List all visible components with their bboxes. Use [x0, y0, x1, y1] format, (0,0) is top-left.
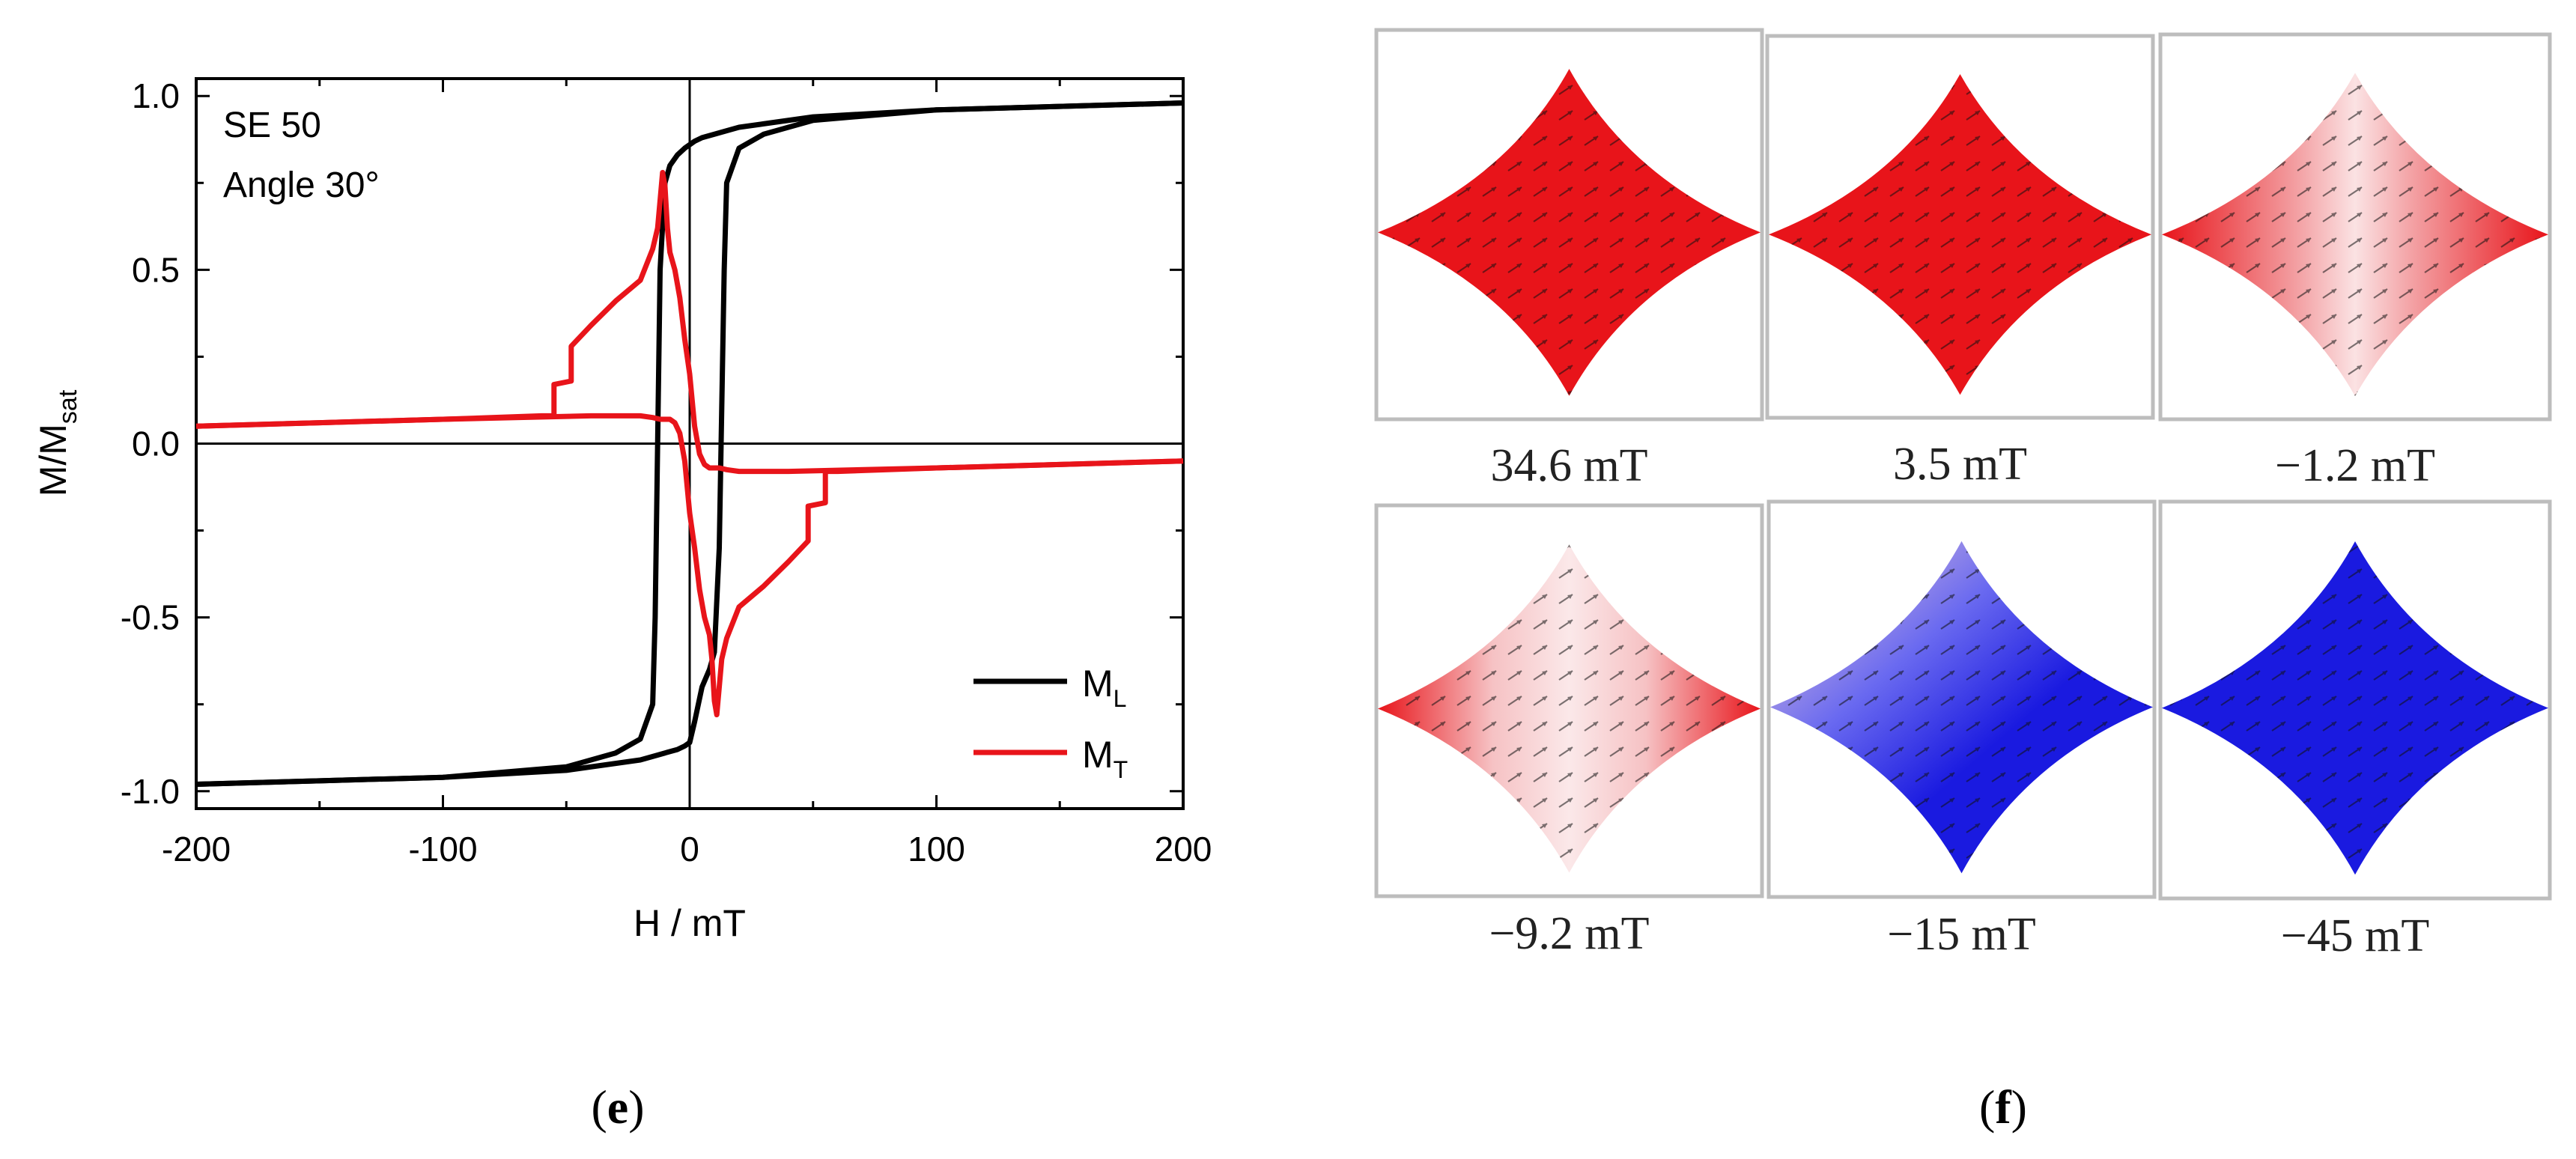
- y-axis-title: M/Msat: [32, 389, 82, 496]
- simulation-panel: 34.6 mT 3.5 mT −1.2 mT −9.2 mT −15 mT −45 mT: [1374, 28, 2552, 961]
- x-tick-label: -200: [162, 830, 231, 869]
- field-label: −9.2 mT: [1489, 908, 1649, 959]
- panel-label-e: (e): [591, 1080, 644, 1134]
- magnetization-arrows: [1378, 544, 1761, 873]
- snapshot-2: −1.2 mT: [2158, 32, 2552, 491]
- series-line-mt-branch-0: [195, 169, 1184, 475]
- y-tick-label: 1.0: [132, 76, 180, 115]
- legend: ML MT: [973, 663, 1128, 783]
- magnetization-arrows: [1769, 74, 2151, 395]
- zero-lines: [196, 79, 1183, 809]
- field-label: −15 mT: [1887, 909, 2036, 960]
- magnetization-arrows: [2162, 541, 2548, 875]
- snapshot-1: 3.5 mT: [1765, 34, 2155, 490]
- snapshot-5: −45 mT: [2158, 499, 2552, 961]
- field-label: −1.2 mT: [2275, 440, 2435, 491]
- x-axis-ticks: -200 -100 0 100 200: [162, 79, 1212, 869]
- y-tick-label: -1.0: [121, 772, 180, 811]
- legend-label-mt: MT: [1082, 734, 1128, 783]
- snapshot-4: −15 mT: [1767, 499, 2157, 960]
- snapshot-0: 34.6 mT: [1374, 28, 1764, 491]
- x-tick-label: 0: [680, 830, 699, 869]
- annotation-sample: SE 50: [223, 106, 321, 145]
- series-line-ml-branch-0: [195, 100, 1184, 787]
- magnetization-arrows: [1770, 541, 2153, 874]
- magnetization-arrows: [2162, 73, 2548, 397]
- x-axis-title: H / mT: [634, 902, 746, 944]
- x-tick-label: 100: [908, 830, 965, 869]
- field-label: 3.5 mT: [1893, 439, 2027, 490]
- legend-label-ml: ML: [1082, 663, 1126, 712]
- y-tick-label: 0.5: [132, 250, 180, 289]
- series-line-ml-branch-1: [195, 100, 1184, 787]
- hysteresis-chart: -200 -100 0 100 200 1.00.50.0-0.5-1.0 SE 50 …: [32, 76, 1212, 944]
- x-tick-label: 200: [1155, 830, 1212, 869]
- snapshot-3: −9.2 mT: [1374, 503, 1764, 959]
- panel-label-f: (f): [1979, 1080, 2027, 1134]
- series-layer: [195, 100, 1184, 787]
- y-tick-label: -0.5: [121, 598, 180, 637]
- y-tick-label: 0.0: [132, 425, 180, 463]
- x-tick-label: -100: [408, 830, 477, 869]
- magnetization-arrows: [1378, 69, 1761, 396]
- field-label: −45 mT: [2281, 910, 2430, 961]
- annotation-angle: Angle 30°: [223, 165, 380, 205]
- series-line-mt-branch-1: [195, 413, 1184, 718]
- y-axis-ticks: 1.0 0.5 0.0 -0.5 -1.0: [121, 76, 1183, 811]
- field-label: 34.6 mT: [1490, 440, 1647, 491]
